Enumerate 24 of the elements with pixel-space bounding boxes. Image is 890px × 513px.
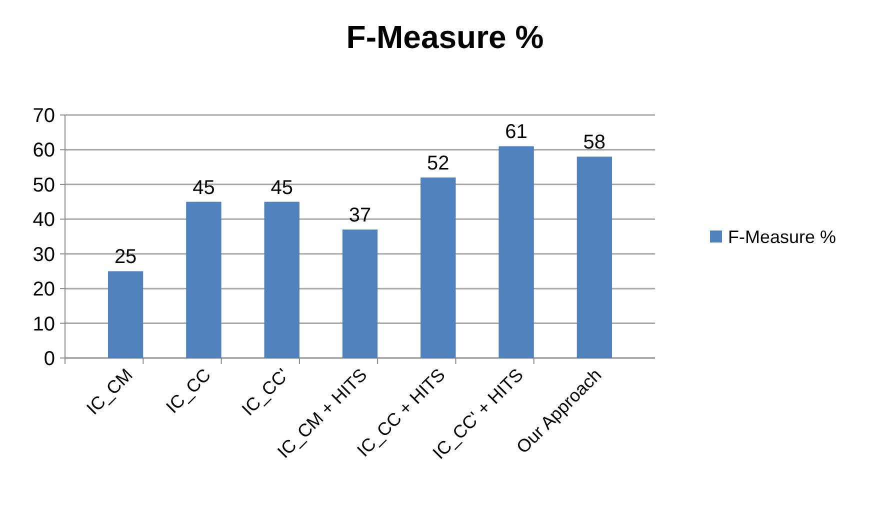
bar bbox=[342, 230, 378, 358]
y-tick-label: 50 bbox=[32, 174, 55, 196]
chart-title: F-Measure % bbox=[346, 19, 544, 55]
y-tick-label: 10 bbox=[32, 313, 55, 336]
data-label: 58 bbox=[583, 132, 606, 154]
bar bbox=[576, 156, 612, 358]
bar bbox=[264, 202, 300, 358]
data-label: 61 bbox=[505, 121, 528, 144]
bar bbox=[108, 271, 144, 358]
bar bbox=[186, 202, 222, 358]
data-label: 45 bbox=[270, 176, 293, 199]
data-label: 45 bbox=[192, 176, 215, 199]
y-tick-label: 40 bbox=[32, 209, 55, 232]
bar bbox=[498, 146, 534, 358]
legend-label: F-Measure % bbox=[728, 226, 836, 247]
y-tick-label: 20 bbox=[32, 278, 55, 301]
y-tick-label: 60 bbox=[32, 140, 55, 162]
y-tick-label: 70 bbox=[32, 105, 55, 127]
data-label: 37 bbox=[348, 204, 372, 227]
y-tick-label: 0 bbox=[44, 348, 55, 370]
bar bbox=[420, 177, 456, 358]
y-tick-label: 30 bbox=[32, 244, 55, 266]
data-label: 25 bbox=[114, 246, 137, 268]
data-label: 52 bbox=[427, 152, 450, 174]
